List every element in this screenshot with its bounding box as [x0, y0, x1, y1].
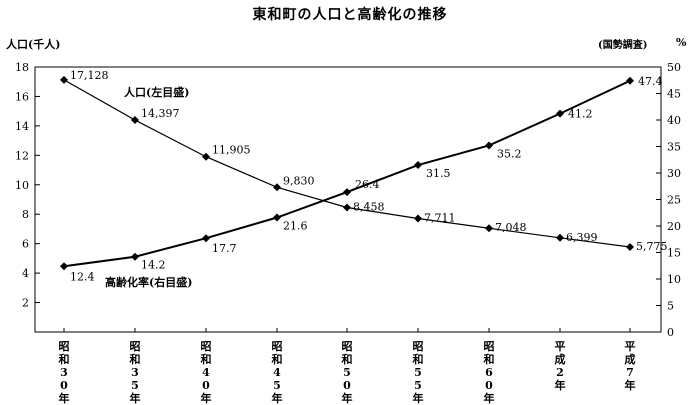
x-tick-label: 昭和 4 5 年 [272, 340, 283, 405]
population-point [273, 183, 281, 192]
aging-rate-data-label: 31.5 [426, 167, 451, 180]
population-data-label: 7,048 [495, 221, 527, 234]
left-tick-label: 8 [22, 208, 29, 221]
aging-rate-point [556, 109, 564, 118]
x-tick-label: 平成 7 年 [625, 340, 636, 392]
population-data-label: 11,905 [212, 144, 251, 157]
aging-rate-point [60, 262, 68, 271]
aging-rate-data-label: 41.2 [568, 108, 593, 121]
aging-rate-data-label: 47.4 [638, 75, 663, 88]
left-axis-label: 人口(千人) [6, 38, 61, 51]
right-tick-label: 25 [667, 194, 681, 207]
population-line [63, 79, 631, 248]
left-tick-label: 18 [15, 61, 29, 74]
x-tick-label: 昭和 5 0 年 [342, 340, 353, 405]
population-data-label: 9,830 [283, 174, 315, 187]
left-tick-label: 12 [15, 149, 29, 162]
left-tick-label: 16 [15, 90, 29, 103]
right-tick-label: 40 [667, 114, 681, 127]
population-point [131, 116, 139, 125]
population-data-label: 7,711 [424, 211, 456, 224]
right-tick-label: 10 [667, 273, 681, 286]
population-point [414, 214, 422, 223]
aging-rate-data-label: 14.2 [141, 259, 166, 272]
population-point [60, 75, 68, 84]
aging-rate-point [202, 234, 210, 243]
x-tick-label: 昭和 5 5 年 [413, 340, 424, 405]
chart-title: 東和町の人口と高齢化の推移 [252, 7, 448, 23]
right-tick-label: 45 [667, 88, 681, 101]
right-tick-label: 5 [667, 300, 674, 313]
x-tick-label: 昭和 6 0 年 [484, 340, 495, 405]
aging-rate-point [273, 213, 281, 222]
x-tick-label: 昭和 3 5 年 [130, 340, 141, 405]
population-series-label: 人口(左目盛) [124, 85, 189, 99]
aging-rate-point [131, 252, 139, 261]
aging-rate-data-label: 26.4 [355, 178, 380, 191]
population-data-label: 6,399 [566, 231, 598, 244]
right-tick-label: 35 [667, 141, 681, 154]
aging-rate-data-label: 12.4 [70, 270, 95, 283]
right-tick-label: 0 [667, 326, 674, 339]
left-tick-label: 6 [22, 238, 29, 251]
aging-rate-point [626, 76, 634, 85]
x-tick-label: 昭和 4 0 年 [201, 340, 212, 405]
aging-rate-series-label: 高齢化率(右目盛) [105, 275, 192, 289]
aging-rate-point [414, 161, 422, 170]
population-point [485, 224, 493, 233]
aging-rate-point [485, 141, 493, 150]
right-tick-label: 50 [667, 61, 681, 74]
left-tick-label: 4 [22, 267, 29, 280]
population-point [343, 203, 351, 212]
population-data-label: 17,128 [70, 69, 109, 82]
left-tick-label: 14 [15, 120, 29, 133]
population-point [556, 233, 564, 242]
source-note: (国勢調査) [598, 40, 648, 51]
aging-rate-data-label: 17.7 [212, 242, 237, 255]
x-tick-label: 昭和 3 0 年 [59, 340, 70, 405]
population-data-label: 5,775 [636, 240, 668, 253]
right-tick-label: 30 [667, 167, 681, 180]
left-tick-label: 2 [22, 297, 29, 310]
aging-rate-data-label: 21.6 [283, 220, 308, 233]
right-axis-label: % [676, 36, 687, 49]
left-tick-label: 10 [15, 179, 29, 192]
x-tick-label: 平成 2 年 [555, 340, 566, 392]
population-point [626, 242, 634, 251]
population-data-label: 8,458 [353, 200, 385, 213]
population-data-label: 14,397 [141, 107, 180, 120]
right-tick-label: 20 [667, 220, 681, 233]
aging-rate-point [343, 188, 351, 197]
aging-rate-data-label: 35.2 [497, 147, 522, 160]
right-tick-label: 15 [667, 247, 681, 260]
population-point [202, 152, 210, 161]
